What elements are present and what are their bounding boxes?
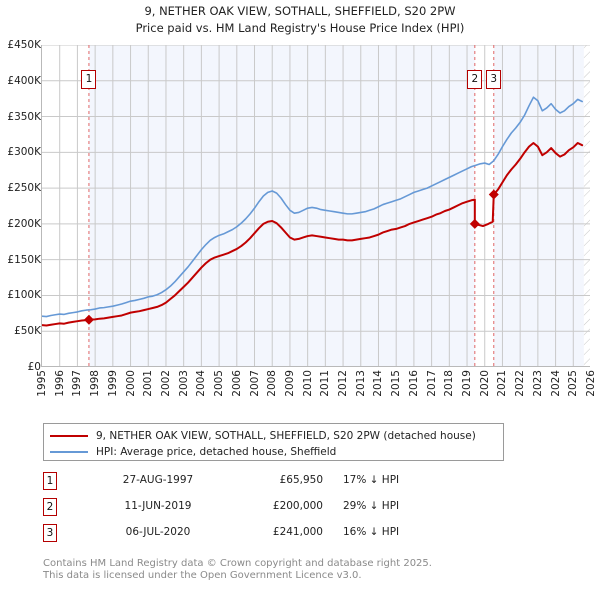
table-row: 3 06-JUL-2020 £241,000 16% ↓ HPI xyxy=(43,522,463,548)
x-axis: 1995 1996 1997 1998 1999 2000 2001 2002 2003 2004… xyxy=(36,368,597,420)
transaction-price-1: £65,950 xyxy=(279,474,323,486)
transaction-date-3: 06-JUL-2020 xyxy=(125,526,191,538)
footer-attribution: Contains HM Land Registry data © Crown c… xyxy=(43,558,583,582)
transaction-date-1: 27-AUG-1997 xyxy=(122,474,194,486)
y-axis-tick-label: £350K xyxy=(7,110,41,123)
y-axis-tick-label: £450K xyxy=(7,39,41,51)
transaction-badge-3: 3 xyxy=(43,524,57,542)
x-axis-tick-label: 2023 xyxy=(531,370,544,397)
x-axis-tick-label: 2008 xyxy=(266,370,279,397)
x-axis-tick-label: 2003 xyxy=(177,370,190,397)
transaction-price-2: £200,000 xyxy=(272,500,323,512)
x-axis-tick-label: 2019 xyxy=(461,370,474,397)
table-row: 1 27-AUG-1997 £65,950 17% ↓ HPI xyxy=(43,470,463,496)
x-axis-tick-label: 2022 xyxy=(514,370,527,397)
x-axis-tick-label: 2015 xyxy=(390,370,403,397)
legend-label-hpi: HPI: Average price, detached house, Shef… xyxy=(96,445,337,458)
x-axis-tick-label: 2002 xyxy=(159,370,172,397)
title-line-2: Price paid vs. HM Land Registry's House … xyxy=(135,21,465,35)
x-axis-tick-label: 2012 xyxy=(337,370,350,397)
x-axis-tick-label: 2024 xyxy=(549,370,562,397)
y-axis-tick-label: £200K xyxy=(7,217,41,230)
x-axis-tick-label: 2006 xyxy=(230,370,243,397)
y-axis-tick-label: £50K xyxy=(14,325,41,338)
x-axis-tick-label: 2013 xyxy=(354,370,367,397)
grid-lines xyxy=(42,45,590,366)
x-axis-tick-label: 1997 xyxy=(71,370,84,397)
y-axis-tick-label: £400K xyxy=(7,74,41,87)
legend-swatch-property-icon xyxy=(50,434,88,437)
hatched-future-region xyxy=(583,45,590,366)
transaction-point-markers xyxy=(83,189,499,325)
transaction-hpi-delta-3: 16% ↓ HPI xyxy=(343,526,400,538)
x-axis-tick-label: 2000 xyxy=(124,370,137,397)
page-title: 9, NETHER OAK VIEW, SOTHALL, SHEFFIELD, … xyxy=(0,3,600,37)
x-axis-tick-label: 2020 xyxy=(478,370,491,397)
legend-label-property: 9, NETHER OAK VIEW, SOTHALL, SHEFFIELD, … xyxy=(96,429,476,442)
transaction-hpi-delta-1: 17% ↓ HPI xyxy=(343,474,400,486)
y-axis-tick-label: £150K xyxy=(7,253,41,266)
x-axis-tick-label: 2009 xyxy=(283,370,296,397)
x-axis-tick-label: 2021 xyxy=(496,370,509,397)
x-axis-tick-label: 2025 xyxy=(567,370,580,397)
x-axis-tick-label: 2007 xyxy=(248,370,261,397)
chart-svg xyxy=(42,45,590,366)
transaction-badge-1: 1 xyxy=(43,472,57,490)
x-axis-tick-label: 2018 xyxy=(443,370,456,397)
transaction-hpi-delta-2: 29% ↓ HPI xyxy=(343,500,400,512)
y-axis-tick-label: £0 xyxy=(27,361,41,373)
x-axis-tick-label: 2010 xyxy=(301,370,314,397)
event-flag-2[interactable]: 2 xyxy=(467,70,483,89)
x-axis-tick-label: 2011 xyxy=(319,370,332,397)
y-axis: £0 £50K £100K £150K £200K £250K £300K £350K £400… xyxy=(0,0,41,420)
x-axis-tick-label: 1995 xyxy=(36,370,48,397)
x-axis-tick-label: 1998 xyxy=(89,370,102,397)
x-axis-tick-label: 2001 xyxy=(142,370,155,397)
legend-item-hpi: HPI: Average price, detached house, Shef… xyxy=(50,444,497,459)
data-series-lines xyxy=(42,96,584,327)
y-axis-tick-label: £250K xyxy=(7,182,41,195)
x-axis-tick-label: 2014 xyxy=(372,370,385,397)
footer-line-1: Contains HM Land Registry data © Crown c… xyxy=(43,558,432,569)
legend-item-property: 9, NETHER OAK VIEW, SOTHALL, SHEFFIELD, … xyxy=(50,428,497,443)
x-axis-tick-label: 2016 xyxy=(407,370,420,397)
title-line-1: 9, NETHER OAK VIEW, SOTHALL, SHEFFIELD, … xyxy=(144,4,456,18)
chart-legend: 9, NETHER OAK VIEW, SOTHALL, SHEFFIELD, … xyxy=(43,423,504,461)
x-axis-tick-label: 2017 xyxy=(425,370,438,397)
transactions-table: 1 27-AUG-1997 £65,950 17% ↓ HPI 2 11-JUN… xyxy=(43,470,463,548)
transaction-date-2: 11-JUN-2019 xyxy=(124,500,192,512)
event-flag-3[interactable]: 3 xyxy=(486,70,502,89)
table-row: 2 11-JUN-2019 £200,000 29% ↓ HPI xyxy=(43,496,463,522)
transaction-price-3: £241,000 xyxy=(272,526,323,538)
x-axis-tick-label: 2026 xyxy=(585,370,597,397)
x-axis-tick-label: 1999 xyxy=(106,370,119,397)
shaded-ownership-region xyxy=(88,45,584,366)
x-axis-tick-label: 2005 xyxy=(213,370,226,397)
transaction-badge-2: 2 xyxy=(43,498,57,516)
legend-swatch-hpi-icon xyxy=(50,450,88,453)
x-axis-tick-label: 2004 xyxy=(195,370,208,397)
y-axis-tick-label: £100K xyxy=(7,289,41,302)
event-flag-1[interactable]: 1 xyxy=(81,70,97,89)
y-axis-tick-label: £300K xyxy=(7,146,41,159)
footer-line-2: This data is licensed under the Open Gov… xyxy=(43,570,362,581)
x-axis-tick-label: 1996 xyxy=(53,370,66,397)
